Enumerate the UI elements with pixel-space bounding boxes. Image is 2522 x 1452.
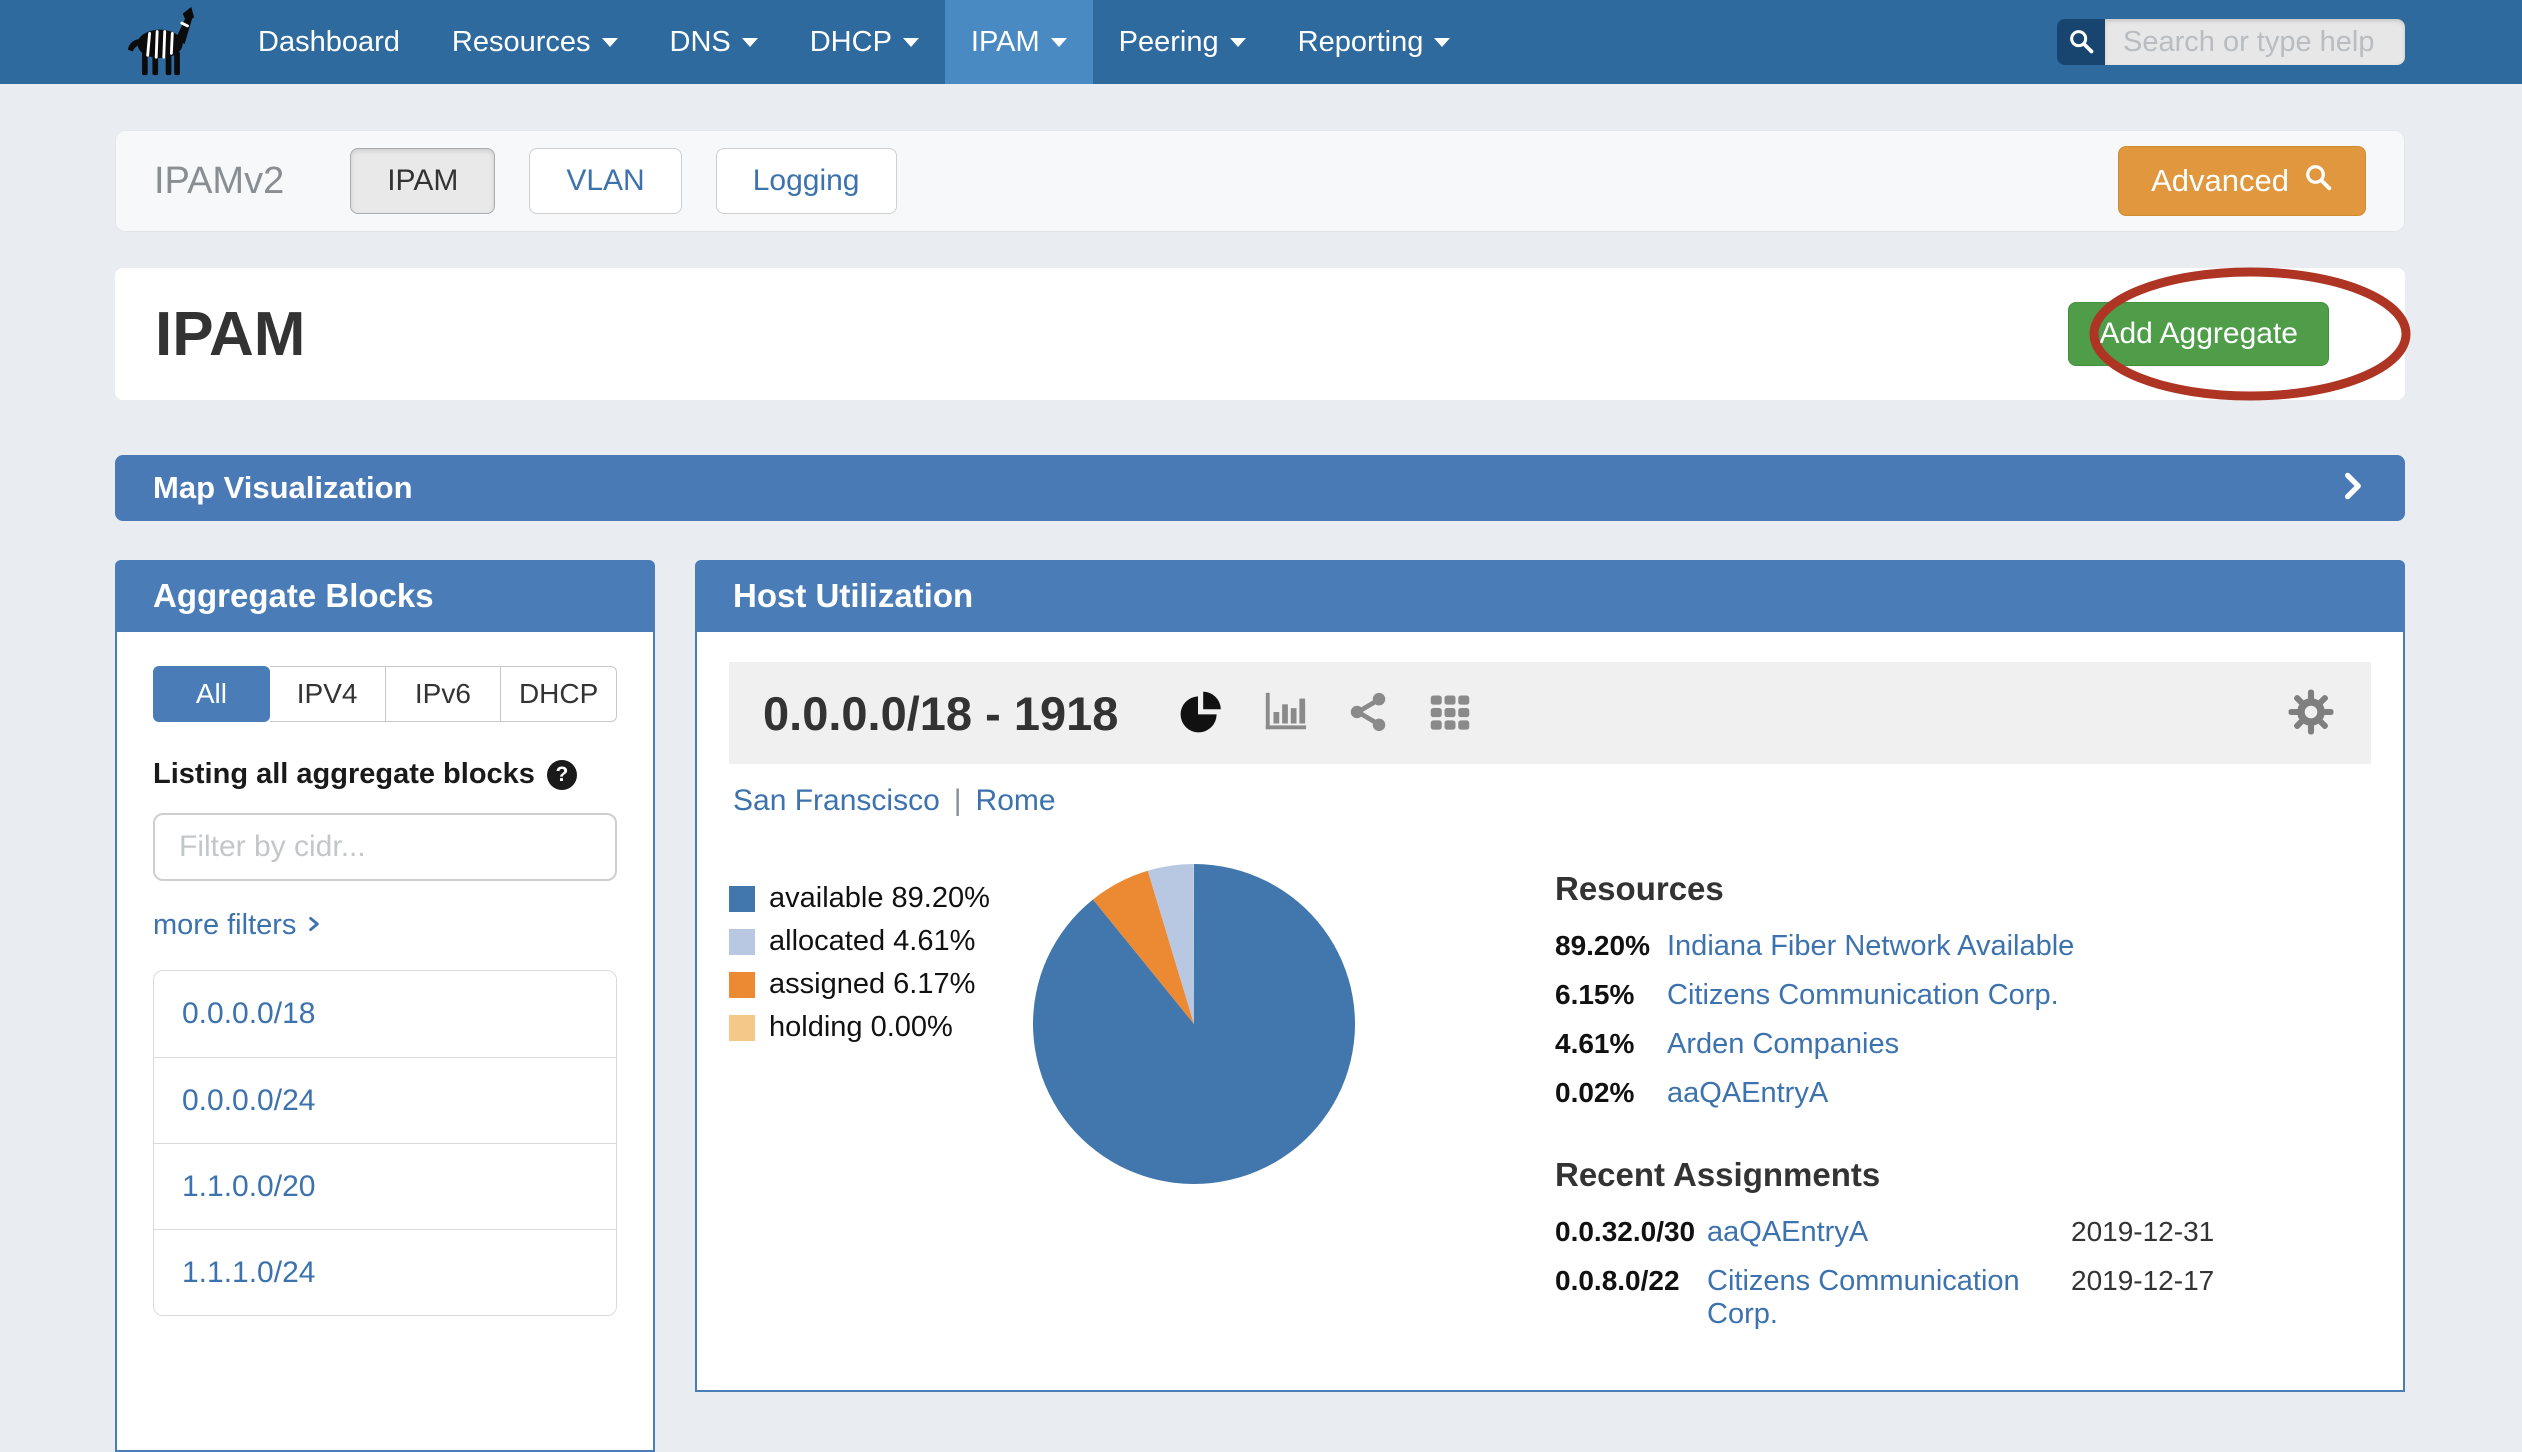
assignment-date: 2019-12-31 <box>2063 1216 2371 1248</box>
aggregate-block-link[interactable]: 0.0.0.0/24 <box>154 1057 616 1143</box>
tab-vlan[interactable]: VLAN <box>529 148 681 214</box>
bar-chart-view-button[interactable] <box>1262 689 1308 738</box>
caret-down-icon <box>602 38 618 47</box>
legend-swatch-assigned <box>729 972 755 998</box>
more-filters-link[interactable]: more filters <box>153 909 617 942</box>
caret-down-icon <box>1051 38 1067 47</box>
pie-chart-icon <box>1176 688 1224 739</box>
aggregate-block-link[interactable]: 1.1.1.0/24 <box>154 1229 616 1315</box>
search-input[interactable] <box>2105 19 2405 65</box>
recent-assignments-heading: Recent Assignments <box>1555 1156 2371 1194</box>
tab-ipv4[interactable]: IPV4 <box>270 666 386 722</box>
assignment-cidr: 0.0.32.0/30 <box>1555 1216 1707 1248</box>
share-button[interactable] <box>1346 690 1390 737</box>
cidr-filter-input[interactable] <box>153 813 617 881</box>
gear-icon <box>2285 686 2337 741</box>
tab-ipv6[interactable]: IPv6 <box>386 666 502 722</box>
pie-slice-available <box>1033 864 1355 1184</box>
grid-icon <box>1428 690 1472 737</box>
aggregate-block-list: 0.0.0.0/18 0.0.0.0/24 1.1.0.0/20 1.1.1.0… <box>153 970 617 1316</box>
legend-swatch-holding <box>729 1015 755 1041</box>
search-button[interactable] <box>2057 19 2105 65</box>
aggregate-filter-tabs: All IPV4 IPv6 DHCP <box>153 666 617 722</box>
map-visualization-label: Map Visualization <box>153 470 413 506</box>
location-links: San Franscisco | Rome <box>729 784 2371 818</box>
resource-link[interactable]: Citizens Communication Corp. <box>1667 979 2371 1012</box>
recent-assignments-list: 0.0.32.0/30 aaQAEntryA 2019-12-31 0.0.8.… <box>1555 1216 2371 1331</box>
help-question-icon[interactable] <box>547 760 577 790</box>
resource-pct: 89.20% <box>1555 930 1667 963</box>
toolbar-title: IPAMv2 <box>154 160 284 203</box>
resource-pct: 6.15% <box>1555 979 1667 1012</box>
legend-item-assigned: assigned 6.17% <box>729 968 1021 1001</box>
aggregate-block-link[interactable]: 1.1.0.0/20 <box>154 1143 616 1229</box>
legend-item-allocated: allocated 4.61% <box>729 925 1021 958</box>
resource-link[interactable]: Arden Companies <box>1667 1028 2371 1061</box>
top-navbar: Dashboard Resources DNS DHCP IPAM Peerin… <box>0 0 2522 84</box>
tab-all[interactable]: All <box>153 666 270 722</box>
utilization-block-header: 0.0.0.0/18 - 1918 <box>729 662 2371 764</box>
caret-down-icon <box>903 38 919 47</box>
nav-item-resources[interactable]: Resources <box>426 0 644 84</box>
global-search <box>2057 19 2405 65</box>
nav-item-dhcp[interactable]: DHCP <box>784 0 945 84</box>
legend-item-holding: holding 0.00% <box>729 1011 1021 1044</box>
nav-item-peering[interactable]: Peering <box>1093 0 1272 84</box>
aggregate-blocks-panel: Aggregate Blocks All IPV4 IPv6 DHCP List… <box>115 560 655 1452</box>
search-icon <box>2067 27 2095 58</box>
legend-swatch-allocated <box>729 929 755 955</box>
chevron-right-icon <box>2337 468 2367 509</box>
assignment-link[interactable]: Citizens Communication Corp. <box>1707 1265 2063 1331</box>
pie-legend: available 89.20% allocated 4.61% assigne… <box>729 864 1021 1331</box>
grid-view-button[interactable] <box>1428 690 1472 737</box>
caret-down-icon <box>1230 38 1246 47</box>
nav-item-dns[interactable]: DNS <box>644 0 784 84</box>
chevron-right-icon <box>304 909 324 942</box>
host-utilization-panel: Host Utilization 0.0.0.0/18 - 1918 <box>695 560 2405 1392</box>
resource-link[interactable]: Indiana Fiber Network Available <box>1667 930 2371 963</box>
add-aggregate-button[interactable]: Add Aggregate <box>2068 302 2329 366</box>
nav-item-dashboard[interactable]: Dashboard <box>232 0 426 84</box>
share-icon <box>1346 690 1390 737</box>
map-visualization-bar[interactable]: Map Visualization <box>115 455 2405 521</box>
utilization-pie-chart <box>1033 864 1355 1331</box>
pie-chart-view-button[interactable] <box>1176 688 1224 739</box>
tab-ipam[interactable]: IPAM <box>350 148 495 214</box>
assignment-date: 2019-12-17 <box>2063 1265 2371 1297</box>
tab-dhcp[interactable]: DHCP <box>501 666 617 722</box>
legend-item-available: available 89.20% <box>729 882 1021 915</box>
caret-down-icon <box>742 38 758 47</box>
location-link-san-francisco[interactable]: San Franscisco <box>733 784 940 817</box>
main-menu: Dashboard Resources DNS DHCP IPAM Peerin… <box>232 0 1476 84</box>
block-title: 0.0.0.0/18 - 1918 <box>763 686 1118 741</box>
nav-item-reporting[interactable]: Reporting <box>1272 0 1477 84</box>
tab-logging[interactable]: Logging <box>716 148 897 214</box>
search-icon <box>2303 162 2333 200</box>
advanced-search-button[interactable]: Advanced <box>2118 146 2366 216</box>
nav-item-ipam[interactable]: IPAM <box>945 0 1093 84</box>
zebra-logo[interactable] <box>118 6 202 78</box>
caret-down-icon <box>1434 38 1450 47</box>
bar-chart-icon <box>1262 689 1308 738</box>
assignment-cidr: 0.0.8.0/22 <box>1555 1265 1707 1297</box>
resources-heading: Resources <box>1555 870 2371 908</box>
assignment-link[interactable]: aaQAEntryA <box>1707 1216 2063 1249</box>
location-link-rome[interactable]: Rome <box>976 784 1056 817</box>
page-title: IPAM <box>155 299 305 370</box>
listing-caption: Listing all aggregate blocks <box>153 758 535 791</box>
settings-button[interactable] <box>2285 686 2337 741</box>
aggregate-blocks-title: Aggregate Blocks <box>115 560 655 632</box>
host-utilization-title: Host Utilization <box>695 560 2405 632</box>
aggregate-block-link[interactable]: 0.0.0.0/18 <box>154 971 616 1057</box>
resource-pct: 0.02% <box>1555 1077 1667 1110</box>
ipam-page-header: IPAM Add Aggregate <box>115 268 2405 400</box>
legend-swatch-available <box>729 886 755 912</box>
resource-link[interactable]: aaQAEntryA <box>1667 1077 2371 1110</box>
resources-list: 89.20% Indiana Fiber Network Available 6… <box>1555 930 2371 1110</box>
link-separator: | <box>954 784 962 817</box>
resource-pct: 4.61% <box>1555 1028 1667 1061</box>
ipamv2-toolbar: IPAMv2 IPAM VLAN Logging Advanced <box>115 130 2405 232</box>
